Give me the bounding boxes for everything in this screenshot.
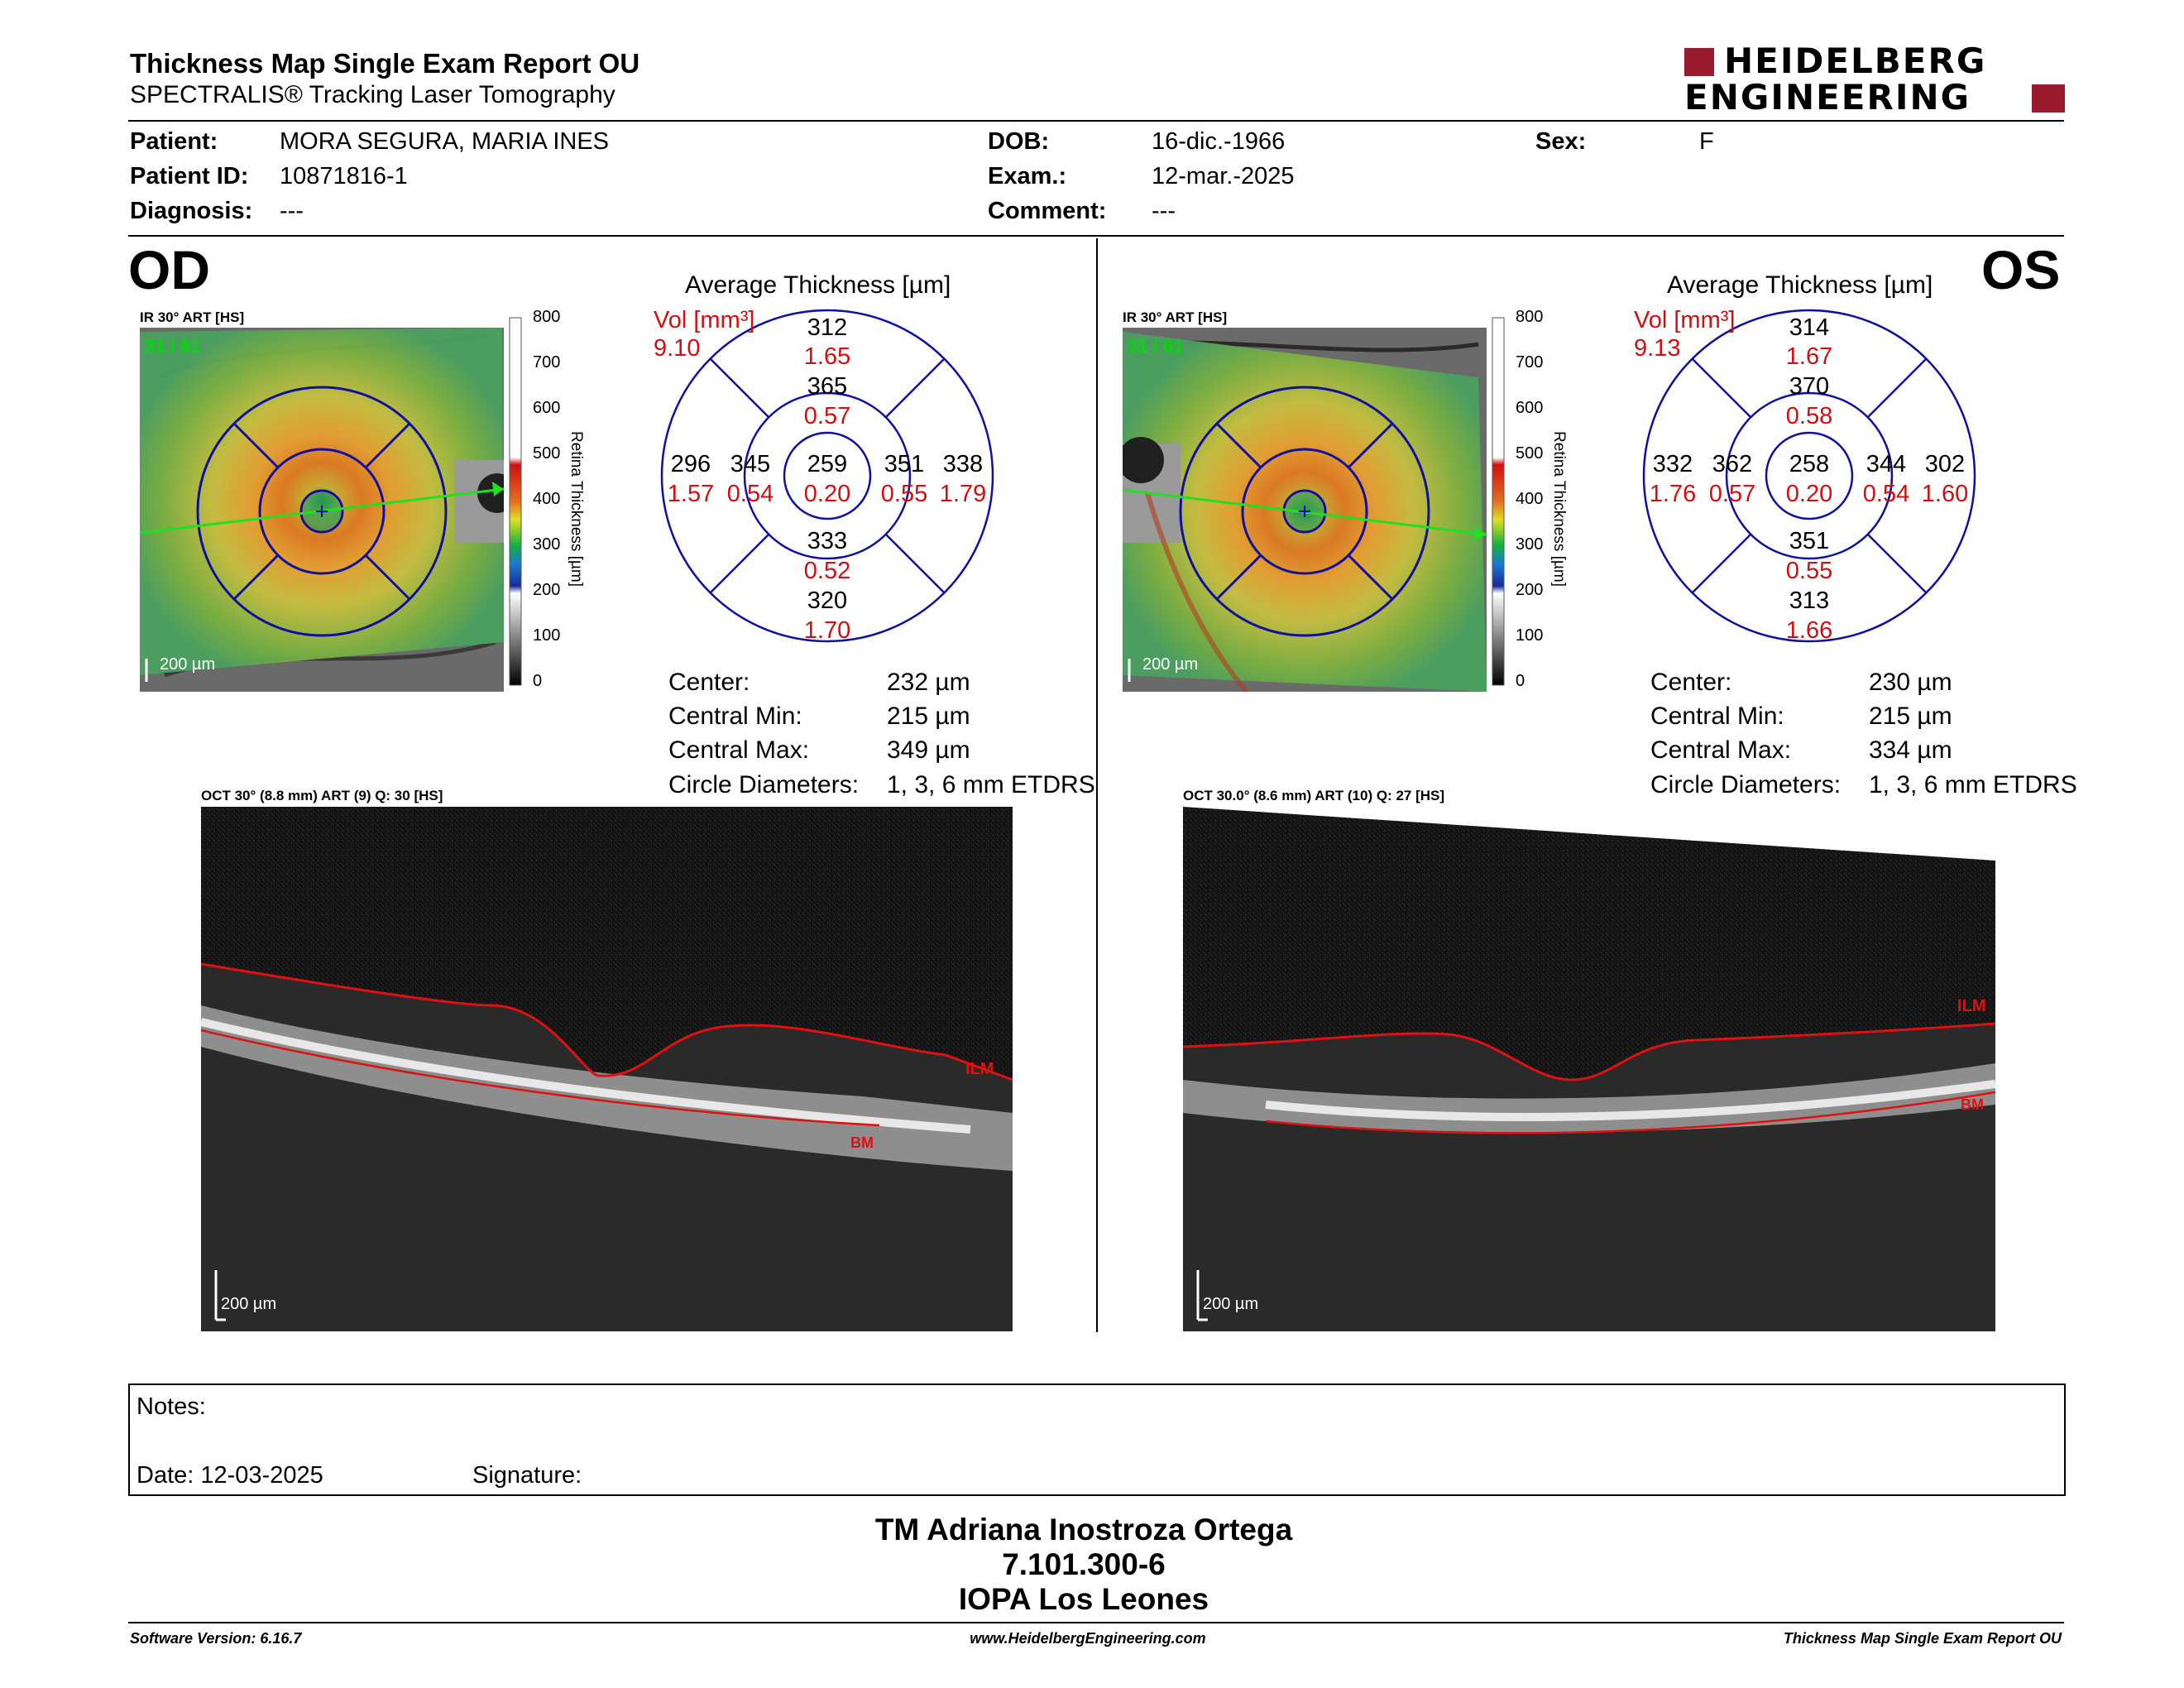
vol-label-od: Vol [mm³] <box>654 307 755 333</box>
website: www.HeidelbergEngineering.com <box>970 1630 1206 1647</box>
colorbar-label-os: Retina Thickness [µm] <box>1550 431 1568 587</box>
report-subtitle: SPECTRALIS® Tracking Laser Tomography <box>130 81 615 108</box>
notes-label: Notes: <box>136 1393 206 1420</box>
diagnosis-value: --- <box>280 198 304 224</box>
bm-label-od: BM <box>850 1134 874 1151</box>
colorbar-os: 800 700 600 500 400 300 200 100 0 Retina… <box>1491 308 1598 690</box>
oct-label-os: OCT 30.0° (8.6 mm) ART (10) Q: 27 [HS] <box>1183 788 1445 803</box>
patient-label: Patient: <box>130 128 218 155</box>
fundus-scale-os: 200 µm <box>1142 655 1199 674</box>
oct-label-od: OCT 30° (8.8 mm) ART (9) Q: 30 [HS] <box>201 788 443 803</box>
exam-value: 12-mar.-2025 <box>1152 163 1295 189</box>
comment-value: --- <box>1152 198 1176 224</box>
patient-id-label: Patient ID: <box>130 163 249 189</box>
software-version: Software Version: 6.16.7 <box>130 1630 302 1647</box>
ir-label-os: IR 30° ART [HS] <box>1123 309 1228 325</box>
colorbar-od: 800 700 600 500 400 300 200 100 0 Retina… <box>508 308 615 690</box>
etdrs-grid-os <box>1640 306 1979 645</box>
ir-label-od: IR 30° ART [HS] <box>140 309 245 325</box>
report-title: Thickness Map Single Exam Report OU <box>130 48 640 79</box>
frame-counter-od: 31 / 61 <box>145 336 201 357</box>
oct-scale-os: 200 µm <box>1203 1295 1259 1313</box>
signature-label: Signature: <box>472 1462 582 1489</box>
date-label: Date: 12-03-2025 <box>136 1462 323 1489</box>
etdrs-grid-od <box>658 306 997 645</box>
ilm-label-os: ILM <box>1957 997 1986 1015</box>
vol-value-os: 9.13 <box>1634 335 1681 362</box>
oct-scan-os: ILM BM 200 µm <box>1182 807 1996 1331</box>
signer-clinic: IOPA Los Leones <box>958 1582 1209 1616</box>
vol-label-os: Vol [mm³] <box>1634 307 1736 333</box>
patient-name: MORA SEGURA, MARIA INES <box>280 128 610 155</box>
vol-value-od: 9.10 <box>654 335 701 362</box>
sex-value: F <box>1699 128 1714 155</box>
frame-counter-os: 31 / 61 <box>1128 336 1184 357</box>
avg-title-os: Average Thickness [µm] <box>1667 271 1933 299</box>
heidelberg-logo: HEIDELBERG ENGINEERING <box>1684 43 2065 117</box>
notes-box: Notes: Date: 12-03-2025 Signature: <box>128 1383 2066 1496</box>
avg-title-od: Average Thickness [µm] <box>685 271 951 299</box>
footer-report-name: Thickness Map Single Exam Report OU <box>1783 1630 2062 1647</box>
diagnosis-label: Diagnosis: <box>130 198 253 224</box>
bm-label-os: BM <box>1961 1096 1984 1113</box>
dob-label: DOB: <box>988 128 1050 155</box>
oct-scale-od: 200 µm <box>221 1295 277 1313</box>
patient-id: 10871816-1 <box>280 163 408 189</box>
sex-label: Sex: <box>1535 128 1587 155</box>
fundus-image-od: 31 / 61 200 µm <box>139 328 517 692</box>
colorbar-label-od: Retina Thickness [µm] <box>568 431 585 587</box>
signer-name: TM Adriana Inostroza Ortega <box>874 1513 1293 1547</box>
exam-label: Exam.: <box>988 163 1067 189</box>
fundus-scale-od: 200 µm <box>160 655 216 674</box>
comment-label: Comment: <box>988 198 1107 224</box>
dob-value: 16-dic.-1966 <box>1152 128 1286 155</box>
fundus-image-os: 31 / 61 200 µm <box>1118 328 1487 693</box>
eye-label-od: OD <box>128 239 210 300</box>
oct-scan-od: ILM BM 200 µm <box>199 807 1013 1331</box>
signer-rut: 7.101.300-6 <box>1002 1547 1166 1581</box>
ilm-label-od: ILM <box>965 1060 994 1078</box>
eye-label-os: OS <box>1981 239 2061 300</box>
